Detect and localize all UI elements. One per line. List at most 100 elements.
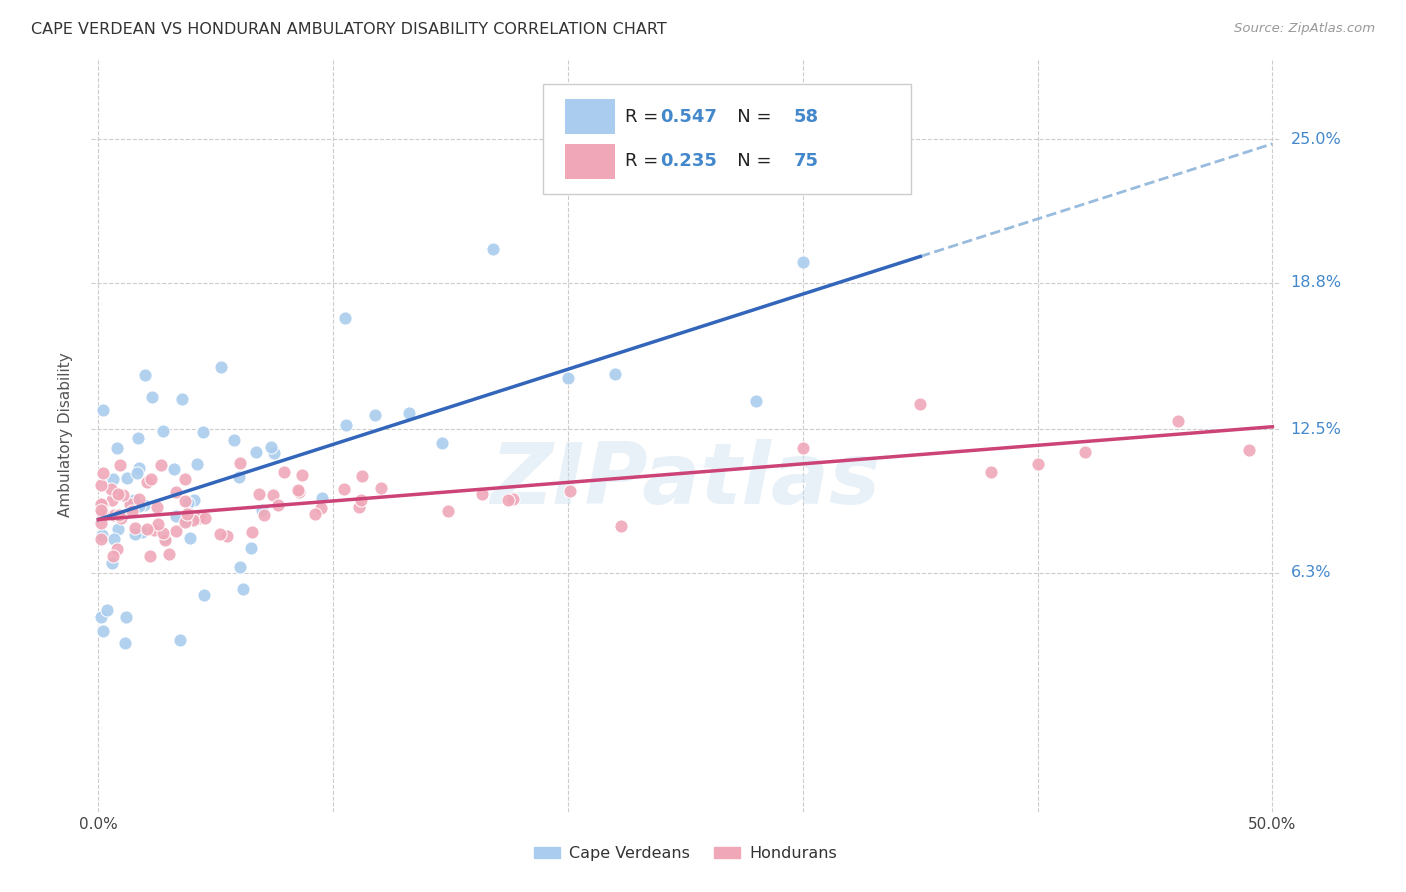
Text: Source: ZipAtlas.com: Source: ZipAtlas.com: [1234, 22, 1375, 36]
Point: [118, 497, 141, 511]
Text: ZIPatlas: ZIPatlas: [491, 439, 880, 522]
Point: [502, 492, 524, 507]
Point: [124, 527, 146, 541]
Point: [290, 468, 312, 483]
Point: [267, 499, 290, 513]
Point: [229, 456, 252, 470]
Point: [245, 444, 267, 458]
Point: [114, 636, 136, 650]
Point: [124, 521, 146, 535]
Point: [115, 471, 138, 485]
Point: [90, 507, 112, 521]
Point: [208, 527, 231, 541]
Point: [179, 532, 201, 546]
Point: [110, 511, 132, 525]
Point: [121, 500, 143, 514]
Y-axis label: Ambulatory Disability: Ambulatory Disability: [58, 352, 73, 517]
Point: [136, 475, 159, 490]
Point: [91, 466, 114, 480]
Point: [146, 500, 169, 514]
Point: [142, 524, 165, 538]
Point: [105, 442, 128, 456]
Point: [103, 508, 125, 523]
Point: [146, 517, 169, 532]
Point: [90, 609, 112, 624]
Text: 25.0%: 25.0%: [1291, 132, 1341, 146]
Point: [557, 370, 579, 384]
Point: [134, 368, 156, 382]
Point: [183, 492, 205, 507]
Point: [560, 484, 582, 499]
Point: [176, 514, 198, 528]
Point: [174, 472, 197, 486]
Point: [263, 446, 285, 460]
FancyBboxPatch shape: [565, 99, 616, 134]
Point: [191, 425, 214, 440]
Point: [232, 582, 254, 596]
Point: [114, 609, 136, 624]
Point: [177, 507, 200, 521]
Point: [287, 483, 309, 497]
Point: [333, 311, 356, 326]
Point: [165, 508, 187, 523]
Point: [247, 487, 270, 501]
Point: [107, 522, 129, 536]
Point: [103, 533, 125, 547]
Point: [262, 487, 284, 501]
Point: [139, 549, 162, 563]
Point: [908, 397, 931, 411]
Point: [157, 547, 180, 561]
Point: [183, 513, 205, 527]
Text: R =: R =: [624, 153, 664, 170]
Point: [603, 367, 626, 381]
Point: [347, 500, 370, 514]
Point: [141, 390, 163, 404]
Point: [107, 487, 129, 501]
Point: [152, 425, 174, 439]
Point: [121, 504, 143, 518]
Point: [288, 485, 311, 500]
Text: 0.235: 0.235: [661, 153, 717, 170]
Point: [176, 495, 198, 509]
Point: [110, 458, 132, 472]
Point: [209, 360, 232, 375]
Point: [350, 493, 373, 508]
Point: [980, 465, 1002, 479]
Point: [174, 493, 197, 508]
Point: [1167, 414, 1189, 428]
Point: [131, 524, 153, 539]
Point: [91, 402, 114, 417]
Point: [96, 603, 118, 617]
Point: [132, 498, 155, 512]
Point: [150, 458, 173, 472]
Point: [228, 470, 250, 484]
Point: [335, 418, 357, 433]
Point: [304, 507, 326, 521]
Text: 0.547: 0.547: [661, 108, 717, 126]
Text: R =: R =: [624, 108, 664, 126]
Point: [101, 556, 124, 570]
FancyBboxPatch shape: [543, 85, 911, 194]
Text: 75: 75: [793, 153, 818, 170]
Point: [91, 528, 114, 542]
Point: [90, 497, 112, 511]
Text: 12.5%: 12.5%: [1291, 422, 1341, 436]
Point: [165, 524, 187, 538]
Point: [273, 465, 295, 479]
Point: [240, 524, 263, 539]
Point: [498, 493, 520, 508]
Text: N =: N =: [720, 153, 778, 170]
Point: [792, 441, 814, 455]
Point: [745, 394, 768, 409]
Point: [471, 487, 494, 501]
Point: [170, 392, 193, 407]
FancyBboxPatch shape: [565, 144, 616, 178]
Point: [122, 493, 145, 508]
Point: [481, 243, 503, 257]
Point: [250, 502, 273, 516]
Point: [90, 516, 112, 530]
Point: [311, 491, 333, 506]
Point: [165, 485, 187, 500]
Point: [228, 560, 250, 574]
Point: [101, 549, 124, 563]
